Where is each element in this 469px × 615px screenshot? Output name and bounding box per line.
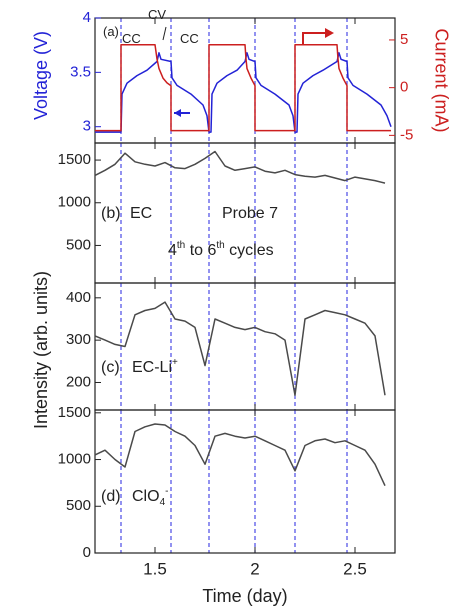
cv-pointer	[162, 26, 167, 41]
annotation-part: cycles	[225, 242, 274, 259]
annotation: (b)	[101, 205, 121, 222]
y-tick-label: 1000	[58, 194, 91, 211]
annotation-part: (a)	[103, 24, 119, 39]
x-tick-label: 2.5	[343, 559, 367, 578]
data-line	[94, 150, 386, 184]
annotation: CV	[148, 7, 166, 22]
annotation-part: EC-Li	[132, 359, 172, 376]
annotation: EC	[130, 205, 152, 222]
charge-arrowhead	[325, 28, 334, 38]
annotation-part: ClO	[132, 488, 160, 505]
y2-tick-label: -5	[400, 126, 413, 143]
y-tick-label: 3.5	[70, 63, 91, 80]
discharge-arrowhead	[174, 109, 181, 117]
charge-arrow	[302, 32, 326, 45]
annotation-part: (b)	[101, 205, 121, 222]
y-tick-label: 500	[66, 497, 91, 514]
annotation: EC-Li+	[132, 357, 178, 376]
x-tick-label: 2	[250, 559, 259, 578]
y2-tick-label: 0	[400, 79, 408, 96]
x-tick-label: 1.5	[143, 559, 167, 578]
y-tick-label: 4	[83, 9, 91, 26]
annotation-part: +	[172, 357, 178, 368]
y-tick-label: 500	[66, 236, 91, 253]
annotation-part: EC	[130, 205, 152, 222]
panel-frame	[94, 409, 396, 554]
y-axis-label: Voltage (V)	[31, 31, 51, 120]
annotation: (a)	[103, 24, 119, 39]
y-tick-label: 1500	[58, 404, 91, 421]
data-line	[95, 52, 392, 133]
y-tick-label: 300	[66, 331, 91, 348]
annotation-part: 4	[168, 242, 177, 259]
y-tick-label: 3	[83, 118, 91, 135]
y-tick-label: 200	[66, 373, 91, 390]
y-tick-label: 1500	[58, 151, 91, 168]
annotation-part: th	[177, 240, 185, 251]
y2-axis-label: Current (mA)	[431, 28, 451, 132]
annotation-part: th	[216, 240, 224, 251]
annotation-part: to 6	[185, 242, 216, 259]
panel-frame	[94, 282, 396, 411]
annotation: 4th to 6th cycles	[168, 240, 274, 259]
annotation: CC	[180, 31, 199, 46]
y-tick-label: 0	[83, 544, 91, 561]
y-axis-label: Intensity (arb. units)	[31, 271, 51, 429]
annotation: (c)	[101, 359, 120, 376]
y-tick-label: 400	[66, 289, 91, 306]
data-line	[95, 43, 391, 132]
annotation: ClO4-	[132, 486, 168, 508]
annotation-part: (d)	[101, 488, 121, 505]
annotation-part: CV	[148, 7, 166, 22]
data-line	[94, 423, 386, 487]
annotation: (d)	[101, 488, 121, 505]
annotation-part: CC	[180, 31, 199, 46]
annotation-part: (c)	[101, 359, 120, 376]
annotation-part: CC	[122, 31, 141, 46]
y2-tick-label: 5	[400, 31, 408, 48]
x-axis-label: Time (day)	[202, 586, 287, 606]
y-tick-label: 1000	[58, 451, 91, 468]
annotation-part: Probe 7	[222, 205, 278, 222]
annotation-part: -	[165, 486, 168, 497]
annotation: CC	[122, 31, 141, 46]
annotation-part: 4	[160, 497, 166, 508]
annotation: Probe 7	[222, 205, 278, 222]
data-line	[94, 301, 386, 396]
